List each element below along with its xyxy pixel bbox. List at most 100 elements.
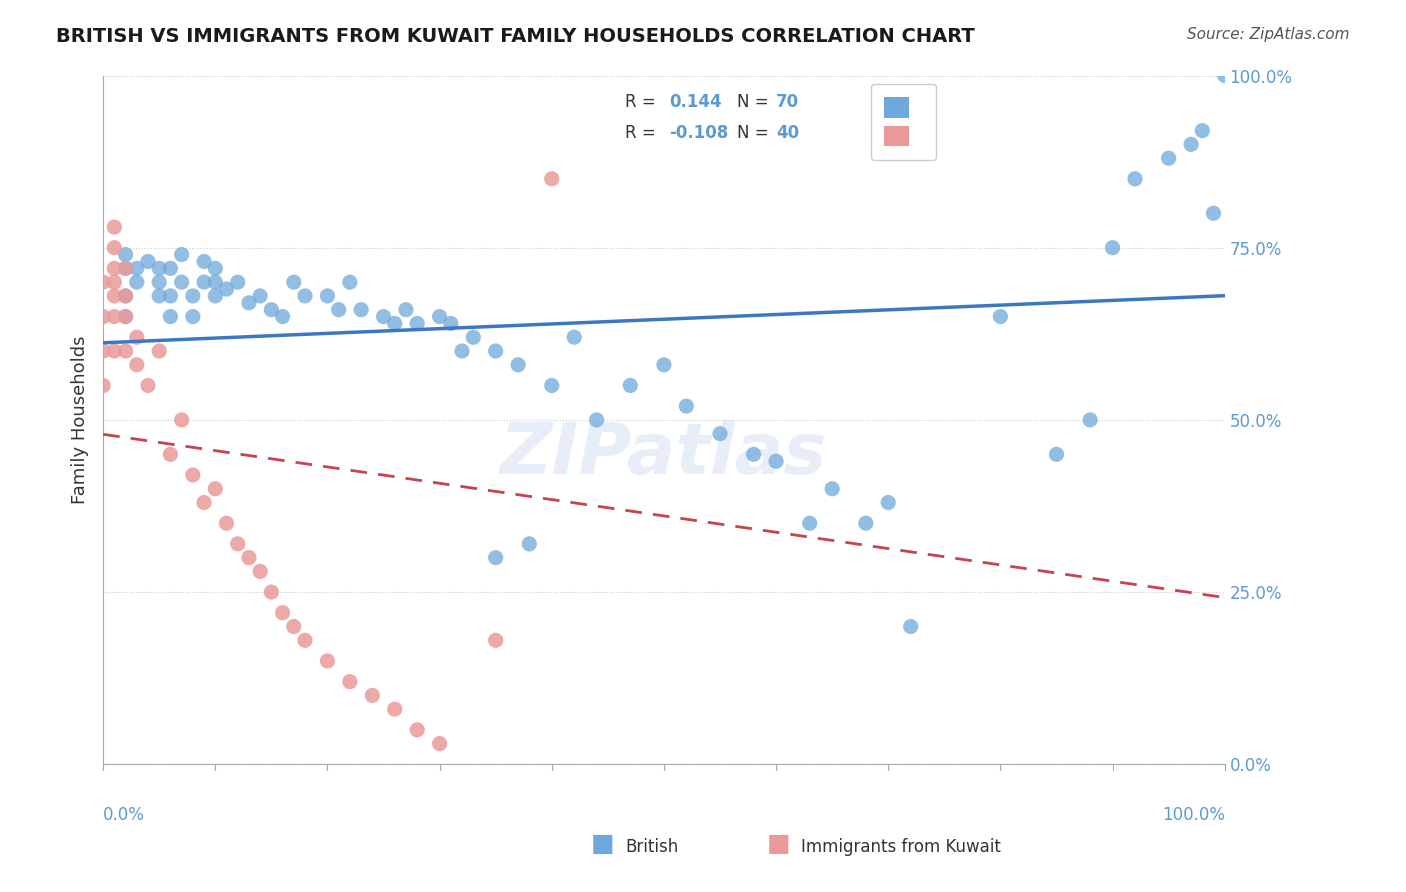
Text: ZIPatlas: ZIPatlas bbox=[501, 420, 828, 489]
Text: R =: R = bbox=[624, 124, 661, 142]
Point bbox=[103, 289, 125, 303]
Point bbox=[619, 378, 641, 392]
Point bbox=[384, 702, 406, 716]
Point bbox=[204, 289, 226, 303]
Point bbox=[990, 310, 1012, 324]
Point bbox=[114, 310, 136, 324]
Point bbox=[485, 550, 508, 565]
Point bbox=[148, 261, 170, 276]
Point bbox=[271, 310, 294, 324]
Point bbox=[193, 275, 215, 289]
Point bbox=[136, 254, 159, 268]
Text: Immigrants from Kuwait: Immigrants from Kuwait bbox=[801, 838, 1001, 856]
Point bbox=[652, 358, 675, 372]
Point bbox=[709, 426, 731, 441]
Point bbox=[114, 261, 136, 276]
Point bbox=[91, 378, 114, 392]
Point bbox=[350, 302, 373, 317]
Point bbox=[900, 619, 922, 633]
Point bbox=[283, 619, 305, 633]
Text: 0.0%: 0.0% bbox=[103, 805, 145, 823]
Point bbox=[114, 247, 136, 261]
Point bbox=[125, 358, 148, 372]
Point bbox=[316, 654, 339, 668]
Point bbox=[193, 495, 215, 509]
Point bbox=[271, 606, 294, 620]
Point bbox=[136, 378, 159, 392]
Point bbox=[181, 310, 204, 324]
Point bbox=[159, 261, 181, 276]
Point bbox=[799, 516, 821, 531]
Point bbox=[742, 447, 765, 461]
Point bbox=[440, 317, 463, 331]
Point bbox=[1101, 241, 1123, 255]
Point bbox=[103, 261, 125, 276]
Point bbox=[181, 468, 204, 483]
Legend: , : , bbox=[870, 84, 936, 160]
Point bbox=[204, 482, 226, 496]
Point bbox=[316, 289, 339, 303]
Point bbox=[1180, 137, 1202, 152]
Text: Source: ZipAtlas.com: Source: ZipAtlas.com bbox=[1187, 27, 1350, 42]
Point bbox=[193, 254, 215, 268]
Text: 40: 40 bbox=[776, 124, 799, 142]
Text: BRITISH VS IMMIGRANTS FROM KUWAIT FAMILY HOUSEHOLDS CORRELATION CHART: BRITISH VS IMMIGRANTS FROM KUWAIT FAMILY… bbox=[56, 27, 974, 45]
Point bbox=[226, 275, 249, 289]
Point bbox=[249, 565, 271, 579]
Point bbox=[1078, 413, 1101, 427]
Point bbox=[294, 633, 316, 648]
Point bbox=[148, 275, 170, 289]
Point bbox=[821, 482, 844, 496]
Point bbox=[395, 302, 418, 317]
Point bbox=[1202, 206, 1225, 220]
Point bbox=[406, 723, 429, 737]
Point bbox=[226, 537, 249, 551]
Point bbox=[339, 674, 361, 689]
Text: ■: ■ bbox=[766, 832, 790, 856]
Point bbox=[170, 247, 193, 261]
Point bbox=[508, 358, 530, 372]
Text: 70: 70 bbox=[776, 93, 799, 111]
Point bbox=[540, 378, 562, 392]
Point bbox=[215, 516, 238, 531]
Point bbox=[463, 330, 485, 344]
Point bbox=[159, 447, 181, 461]
Point bbox=[283, 275, 305, 289]
Point bbox=[877, 495, 900, 509]
Point bbox=[260, 585, 283, 599]
Point bbox=[103, 220, 125, 235]
Point bbox=[114, 289, 136, 303]
Point bbox=[260, 302, 283, 317]
Point bbox=[91, 344, 114, 359]
Point bbox=[170, 275, 193, 289]
Point bbox=[215, 282, 238, 296]
Point bbox=[517, 537, 540, 551]
Point bbox=[1157, 151, 1180, 165]
Point bbox=[361, 689, 384, 703]
Point bbox=[114, 289, 136, 303]
Text: N =: N = bbox=[737, 93, 769, 111]
Text: N =: N = bbox=[737, 124, 769, 142]
Point bbox=[585, 413, 607, 427]
Point bbox=[91, 310, 114, 324]
Point bbox=[125, 330, 148, 344]
Point bbox=[181, 289, 204, 303]
Point bbox=[1045, 447, 1067, 461]
Point bbox=[114, 344, 136, 359]
Point bbox=[159, 289, 181, 303]
Point bbox=[1213, 69, 1236, 83]
Point bbox=[170, 413, 193, 427]
Point bbox=[148, 344, 170, 359]
Point bbox=[328, 302, 350, 317]
Point bbox=[103, 344, 125, 359]
Point bbox=[339, 275, 361, 289]
Point bbox=[114, 310, 136, 324]
Point bbox=[373, 310, 395, 324]
Point bbox=[249, 289, 271, 303]
Point bbox=[429, 310, 451, 324]
Point bbox=[114, 261, 136, 276]
Text: -0.108: -0.108 bbox=[669, 124, 728, 142]
Y-axis label: Family Households: Family Households bbox=[72, 335, 89, 504]
Point bbox=[91, 275, 114, 289]
Point bbox=[103, 241, 125, 255]
